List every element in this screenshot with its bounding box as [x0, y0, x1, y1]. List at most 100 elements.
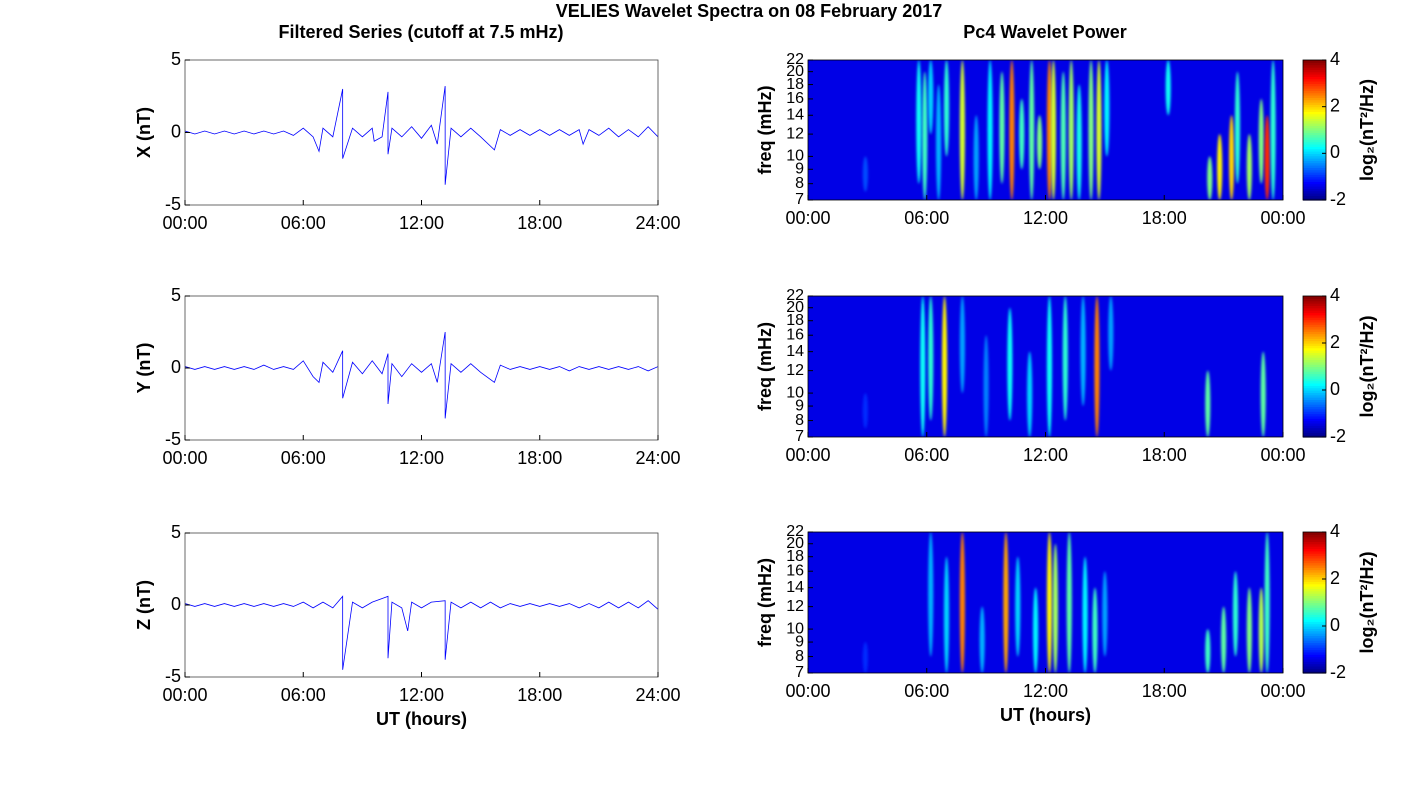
y-axis-label: Y (nT)	[134, 343, 154, 394]
colorbar-segment	[1303, 399, 1326, 403]
colorbar-segment	[1303, 195, 1326, 199]
colorbar-segment	[1303, 380, 1326, 384]
colorbar-segment	[1303, 85, 1326, 89]
y-tick-label: 18	[786, 312, 804, 329]
y-tick-label: 16	[786, 562, 804, 579]
colorbar-segment	[1303, 602, 1326, 606]
colorbar-segment	[1303, 359, 1326, 363]
colorbar-segment	[1303, 534, 1326, 538]
colorbar-segment	[1303, 394, 1326, 398]
colorbar-segment	[1303, 373, 1326, 377]
power-streak	[1232, 571, 1239, 657]
colorbar-segment	[1303, 371, 1326, 375]
power-streak	[1052, 543, 1058, 673]
y-tick-label: 14	[786, 106, 804, 123]
colorbar-segment	[1303, 546, 1326, 550]
power-streak	[1246, 134, 1252, 200]
x-tick-label: 18:00	[1142, 681, 1187, 701]
colorbar-segment	[1303, 569, 1326, 573]
colorbar-segment	[1303, 633, 1326, 636]
colorbar-segment	[1303, 382, 1326, 386]
plot-area	[808, 60, 1283, 200]
y-tick-label: 7	[795, 191, 804, 208]
x-tick-label: 06:00	[904, 445, 949, 465]
colorbar-tick-label: -2	[1330, 662, 1346, 682]
colorbar-segment	[1303, 160, 1326, 164]
colorbar-segment	[1303, 186, 1326, 189]
colorbar-segment	[1303, 197, 1326, 201]
x-axis-label: UT (hours)	[376, 709, 467, 729]
power-streak	[979, 606, 985, 673]
y-tick-label: 5	[171, 522, 181, 542]
power-streak	[987, 60, 993, 200]
colorbar-segment	[1303, 300, 1326, 304]
colorbar-segment	[1303, 167, 1326, 171]
colorbar-segment	[1303, 314, 1326, 318]
y-tick-label: 20	[786, 535, 804, 552]
x-tick-label: 18:00	[1142, 445, 1187, 465]
figure-title: VELIES Wavelet Spectra on 08 February 20…	[556, 1, 943, 21]
colorbar-segment	[1303, 130, 1326, 133]
power-streak	[1094, 296, 1100, 437]
colorbar-tick-label: 0	[1330, 142, 1340, 162]
x-tick-label: 06:00	[281, 448, 326, 468]
power-streak	[1092, 587, 1098, 673]
power-streak	[928, 532, 934, 657]
colorbar-segment	[1303, 555, 1326, 559]
y-axis-label: freq (mHz)	[755, 322, 775, 411]
plot-area	[808, 532, 1283, 673]
power-streak	[1205, 629, 1211, 673]
power-streak	[1046, 296, 1053, 437]
y-tick-label: 7	[795, 664, 804, 681]
power-streak	[1258, 587, 1264, 673]
colorbar-segment	[1303, 539, 1326, 542]
x-tick-label: 00:00	[1260, 681, 1305, 701]
colorbar-tick-label: 4	[1330, 285, 1340, 305]
power-streak	[1108, 296, 1114, 371]
colorbar-segment	[1303, 139, 1326, 143]
colorbar-segment	[1303, 576, 1326, 580]
colorbar-tick-label: 0	[1330, 615, 1340, 635]
colorbar-segment	[1303, 99, 1326, 103]
colorbar-segment	[1303, 665, 1326, 669]
y-tick-label: 12	[786, 125, 804, 142]
colorbar-frame	[1302, 531, 1327, 674]
spectrum-background	[808, 60, 1283, 200]
power-streak	[983, 335, 989, 437]
y-tick-label: 10	[786, 384, 804, 401]
colorbar-segment	[1303, 343, 1326, 346]
colorbar-segment	[1303, 581, 1326, 585]
colorbar-segment	[1303, 90, 1326, 94]
colorbar-segment	[1303, 649, 1326, 653]
x-tick-label: 00:00	[162, 448, 207, 468]
power-streak	[943, 60, 950, 157]
colorbar-segment	[1303, 536, 1326, 540]
y-tick-label: -5	[165, 429, 181, 449]
power-streak	[862, 642, 868, 673]
colorbar-segment	[1303, 432, 1326, 436]
colorbar-segment	[1303, 104, 1326, 108]
colorbar-segment	[1303, 392, 1326, 396]
power-streak	[862, 156, 868, 192]
colorbar-segment	[1303, 111, 1326, 115]
colorbar-segment	[1303, 193, 1326, 196]
colorbar-segment	[1303, 626, 1326, 629]
colorbar-segment	[1303, 307, 1326, 311]
colorbar-segment	[1303, 654, 1326, 658]
colorbar-segment	[1303, 350, 1326, 353]
colorbar-segment	[1303, 120, 1326, 124]
colorbar-segment	[1303, 340, 1326, 344]
power-streak	[920, 296, 926, 437]
colorbar-frame	[1302, 295, 1327, 438]
colorbar-segment	[1303, 614, 1326, 618]
power-streak	[1027, 351, 1033, 437]
colorbar-segment	[1303, 303, 1326, 306]
colorbar-segment	[1303, 328, 1326, 332]
x-tick-label: 06:00	[281, 685, 326, 705]
power-streak	[1096, 60, 1102, 200]
x-tick-label: 18:00	[517, 685, 562, 705]
colorbar-segment	[1303, 71, 1326, 75]
colorbar-segment	[1303, 418, 1326, 422]
spectrum-background	[808, 296, 1283, 437]
colorbar-segment	[1303, 422, 1326, 426]
